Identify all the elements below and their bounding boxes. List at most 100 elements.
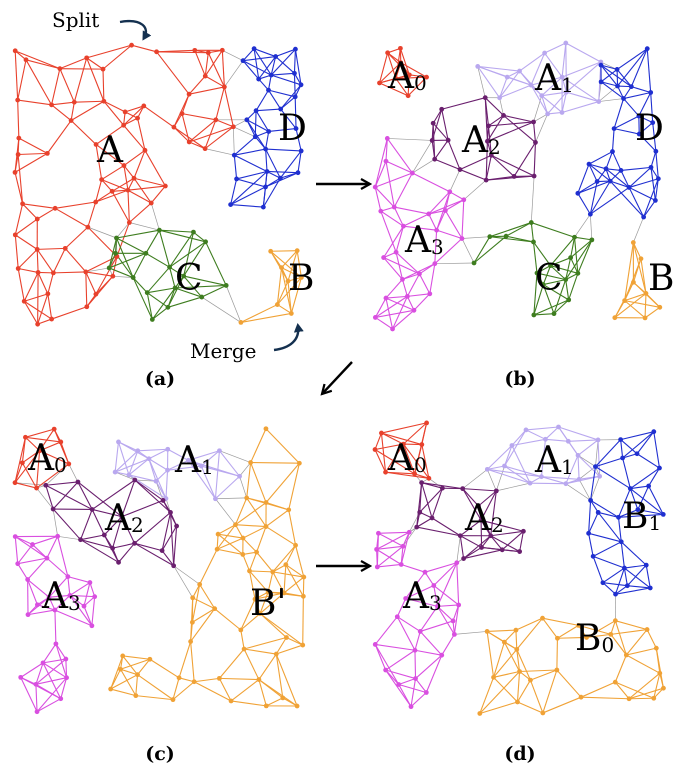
graph-node <box>81 603 87 609</box>
cluster-edge <box>414 650 417 679</box>
graph-node <box>221 84 227 90</box>
cluster-edge <box>630 48 648 87</box>
graph-node <box>511 174 517 179</box>
cluster-edge <box>403 225 437 231</box>
cluster-edge <box>418 273 431 295</box>
graph-node <box>143 250 149 256</box>
inter-cluster-edge <box>589 214 593 240</box>
cluster-edge <box>287 281 292 314</box>
graph-node <box>65 574 71 580</box>
graph-node <box>118 666 123 672</box>
cluster-edge <box>120 668 138 676</box>
graph-node <box>638 256 644 262</box>
graph-node <box>154 49 159 55</box>
graph-node <box>25 577 31 582</box>
graph-node <box>460 486 466 492</box>
cluster-edge <box>265 131 270 150</box>
cluster-label: A2 <box>464 498 504 539</box>
graph-node <box>374 546 380 552</box>
cluster-label: B1 <box>622 496 661 537</box>
cluster-edge <box>259 591 269 614</box>
cluster-edge <box>188 75 206 95</box>
cluster-edge <box>77 481 123 518</box>
cluster-edge <box>561 42 567 78</box>
graph-node <box>548 263 553 269</box>
cluster-edge <box>556 638 558 671</box>
graph-node <box>424 74 429 80</box>
cluster-edge <box>86 44 132 59</box>
cluster-edge <box>638 115 653 124</box>
cluster-edge <box>285 545 297 565</box>
graph-node <box>651 429 657 435</box>
graph-node <box>447 189 453 195</box>
cluster-edge <box>169 512 175 566</box>
graph-node <box>636 131 642 137</box>
merge-annotation-arrow <box>273 323 304 352</box>
cluster-edge <box>233 155 238 179</box>
graph-node <box>413 676 418 681</box>
cluster-edge <box>627 585 651 589</box>
graph-node <box>176 675 182 681</box>
graph-node <box>531 239 536 245</box>
cluster-edge <box>86 57 105 102</box>
cluster-edge <box>14 536 48 559</box>
cluster-edge <box>400 532 410 565</box>
graph-node <box>412 647 418 653</box>
cluster-edge <box>600 81 618 87</box>
graph-node <box>513 627 519 633</box>
cluster-edge <box>620 170 630 188</box>
cluster-edge <box>133 150 146 179</box>
graph-node <box>110 273 116 279</box>
graph-node <box>631 279 636 285</box>
cluster-edge <box>240 304 278 323</box>
cluster-edge <box>259 613 304 646</box>
graph-node <box>372 642 378 647</box>
cluster-edge <box>55 643 67 660</box>
cluster-edge <box>424 571 435 586</box>
graph-node <box>484 629 490 634</box>
cluster-edge <box>145 252 170 268</box>
cluster-edge <box>258 78 269 91</box>
cluster-edge <box>69 594 85 607</box>
graph-node <box>611 126 617 132</box>
inter-cluster-edge <box>449 169 461 192</box>
cluster-edge <box>276 277 302 305</box>
graph-node <box>528 677 533 683</box>
graph-node <box>485 138 490 144</box>
graph-node <box>149 317 155 322</box>
graph-node <box>439 485 445 491</box>
cluster-edge <box>414 649 442 656</box>
graph-node <box>501 639 507 645</box>
cluster-edge <box>188 119 217 143</box>
graph-node <box>241 646 247 652</box>
cluster-edge <box>54 207 89 228</box>
cluster-edge <box>613 98 625 129</box>
cluster-edge <box>14 152 48 173</box>
cluster-edge <box>630 488 664 515</box>
cluster-edge <box>108 237 118 269</box>
panel-c-graph <box>12 426 307 715</box>
inter-cluster-edge <box>463 179 487 201</box>
inter-cluster-edge <box>632 216 644 243</box>
cluster-edge <box>183 241 207 277</box>
graph-node <box>454 560 460 566</box>
cluster-edge <box>626 654 661 674</box>
cluster-edge <box>17 100 20 139</box>
graph-node <box>439 652 445 658</box>
cluster-edge <box>46 557 69 578</box>
graph-node <box>523 427 529 433</box>
cluster-edge <box>102 44 132 70</box>
cluster-label: A0 <box>27 438 67 479</box>
cluster-edge <box>618 513 664 518</box>
cluster-edge <box>640 258 647 294</box>
cluster-edge <box>158 230 171 268</box>
graph-node <box>212 606 218 612</box>
cluster-edge <box>120 658 151 670</box>
cluster-edge <box>283 576 305 594</box>
cluster-edge <box>272 571 304 578</box>
cluster-edge <box>543 279 566 286</box>
cluster-edge <box>385 669 416 680</box>
cluster-edge <box>542 669 558 714</box>
cluster-edge <box>602 582 628 587</box>
cluster-edge <box>374 160 387 188</box>
